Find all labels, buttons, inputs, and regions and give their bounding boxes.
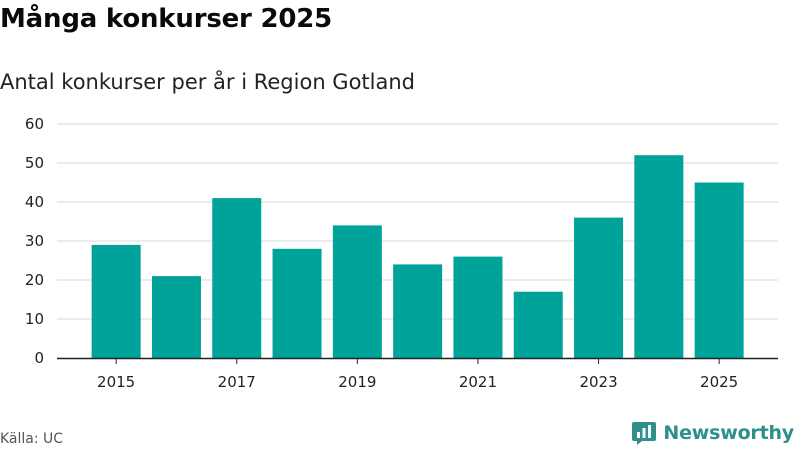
bar-2018 (272, 248, 322, 358)
x-tick-label: 2025 (700, 373, 738, 391)
x-tick-label: 2017 (218, 373, 256, 391)
y-tick-label: 50 (25, 154, 44, 172)
chart-title: Många konkurser 2025 (0, 4, 333, 34)
y-tick-label: 0 (34, 349, 44, 367)
chart-subtitle: Antal konkurser per år i Region Gotland (0, 70, 415, 94)
brand-logo: Newsworthy (631, 420, 794, 446)
bar-2020 (393, 264, 443, 358)
x-tick-label: 2021 (459, 373, 497, 391)
source-note: Källa: UC (0, 431, 64, 447)
x-tick-label: 2023 (579, 373, 617, 391)
y-tick-label: 20 (25, 271, 44, 289)
newsworthy-logo-icon (632, 422, 657, 445)
y-tick-label: 40 (25, 193, 44, 211)
x-tick-label: 2015 (97, 373, 135, 391)
bar-chart: 0 10 20 30 40 50 60 2015 2017 2019 2021 2023 2025 (25, 115, 778, 391)
y-axis-tick-labels: 0 10 20 30 40 50 60 (25, 115, 44, 367)
bars (91, 155, 744, 358)
x-axis (57, 357, 778, 364)
bar-2017 (212, 198, 262, 358)
y-tick-label: 30 (25, 232, 44, 250)
bar-2025 (694, 182, 744, 358)
x-tick-label: 2019 (338, 373, 376, 391)
x-axis-tick-labels: 2015 2017 2019 2021 2023 2025 (97, 373, 738, 391)
y-tick-label: 10 (25, 310, 44, 328)
bar-2023 (574, 217, 624, 358)
bar-2016 (151, 276, 201, 358)
bar-2019 (332, 225, 382, 358)
bar-2021 (453, 256, 503, 358)
y-tick-label: 60 (25, 115, 44, 133)
bar-2015 (91, 244, 141, 358)
bar-2024 (634, 155, 684, 358)
brand-name: Newsworthy (663, 422, 794, 444)
bar-2022 (513, 291, 563, 358)
